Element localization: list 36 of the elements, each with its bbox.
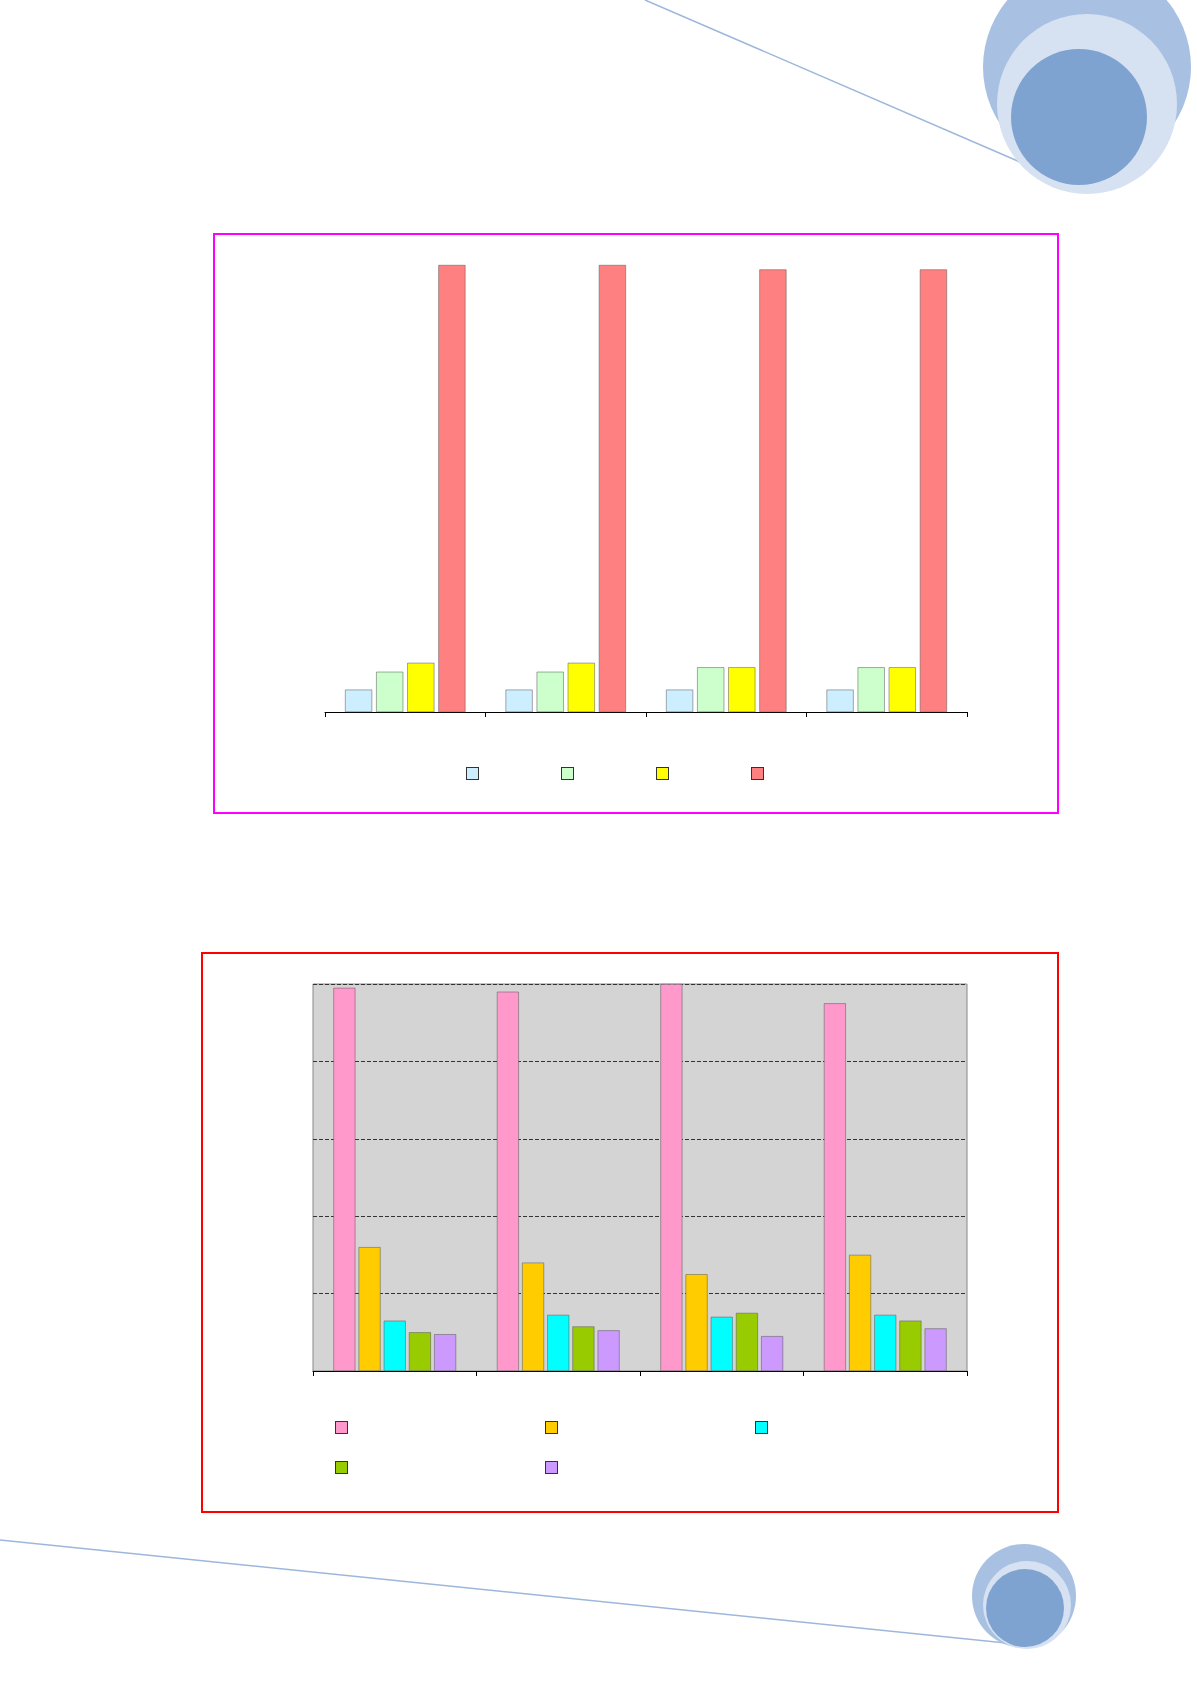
bar [333, 987, 356, 1371]
bar [358, 1247, 381, 1371]
bar [759, 269, 787, 712]
bar [728, 667, 756, 712]
bar [710, 1316, 733, 1371]
bar [505, 689, 533, 712]
bar [685, 1274, 708, 1371]
bar [345, 689, 373, 712]
bar [496, 991, 519, 1371]
bar [522, 1262, 545, 1371]
bar [660, 984, 683, 1371]
bar [383, 1320, 406, 1371]
bar [547, 1314, 570, 1371]
bar [826, 689, 854, 712]
bar [849, 1254, 872, 1371]
bar [899, 1320, 922, 1371]
bar [666, 689, 694, 712]
bar [888, 667, 916, 712]
bar [536, 671, 564, 712]
bar [376, 671, 404, 712]
bar [438, 265, 466, 712]
bar [567, 662, 595, 712]
bar [761, 1336, 784, 1371]
bar [434, 1334, 457, 1371]
bar [924, 1328, 947, 1371]
bar [408, 1332, 431, 1371]
bar [874, 1314, 897, 1371]
bar [823, 1003, 846, 1371]
bar [407, 662, 435, 712]
bar [572, 1326, 595, 1371]
bar [857, 667, 885, 712]
bar [919, 269, 947, 712]
bar [597, 1330, 620, 1371]
bar [598, 265, 626, 712]
bar [697, 667, 725, 712]
bar [735, 1312, 758, 1371]
